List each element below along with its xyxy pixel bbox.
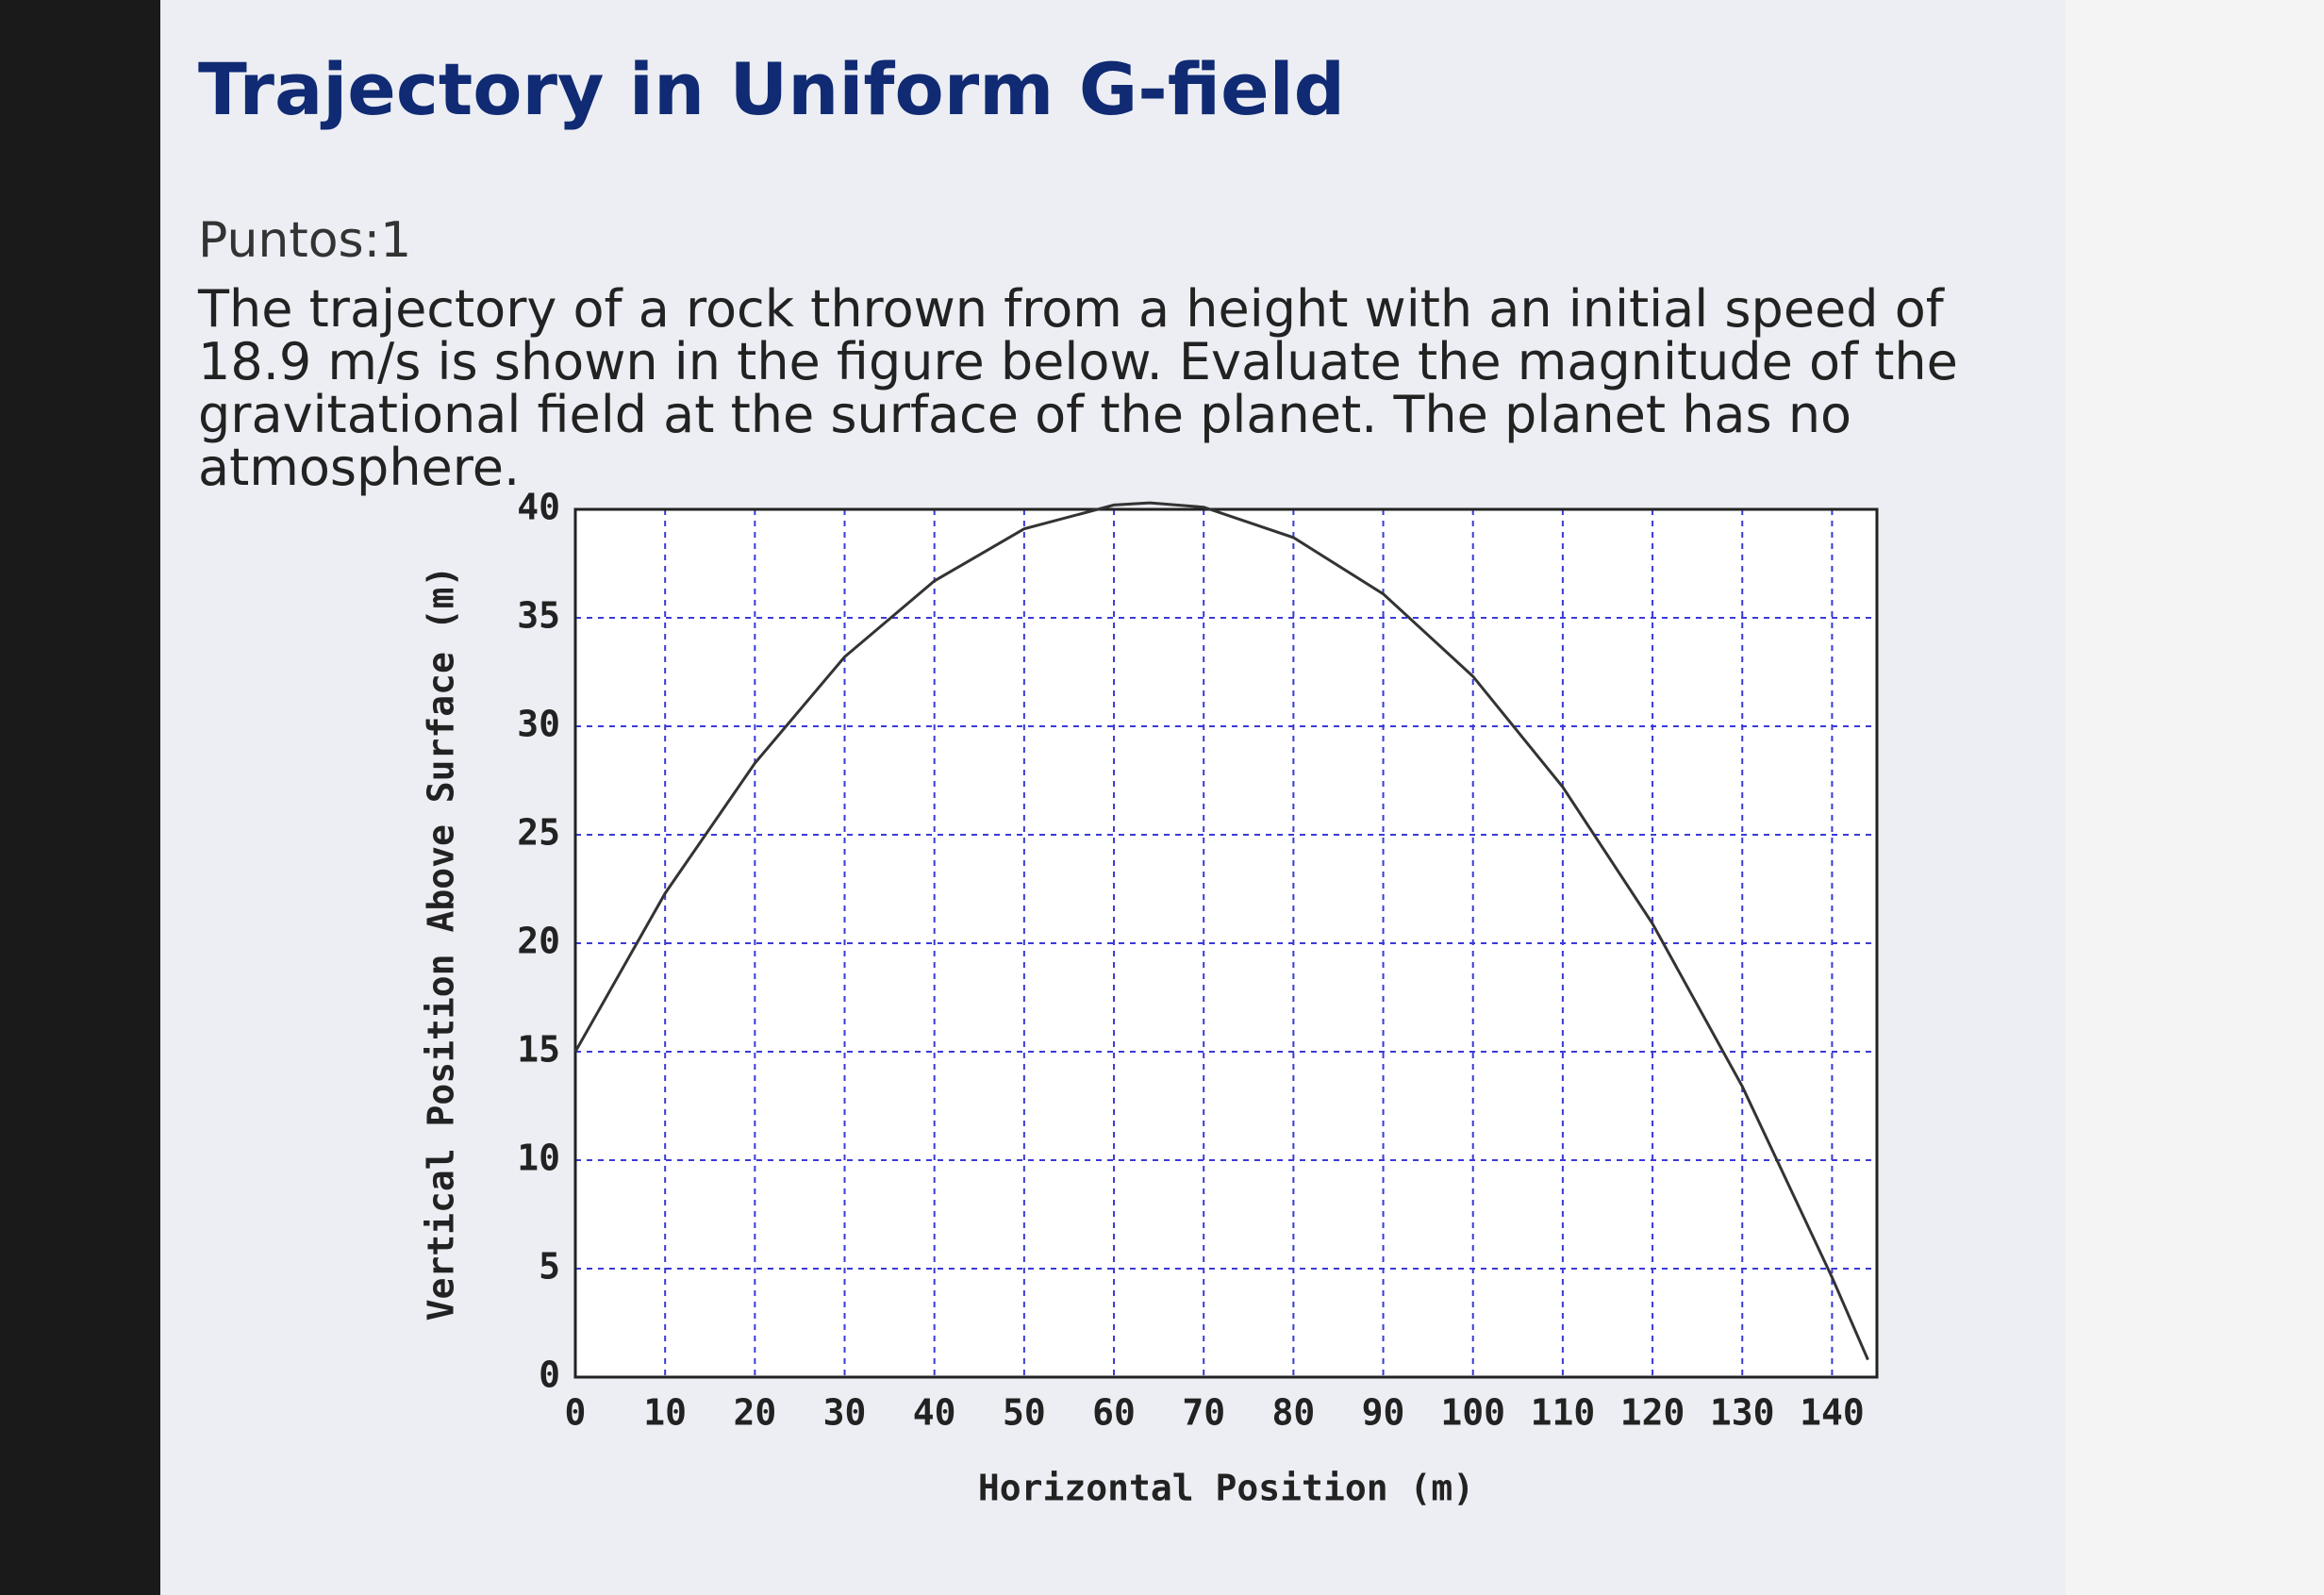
chart: Horizontal Position (m) Vertical Positio…	[421, 487, 1879, 1509]
side-panel	[2066, 0, 2324, 1595]
question: The trajectory of a rock thrown from a h…	[198, 279, 1958, 497]
y-tick-label: 35	[517, 595, 560, 637]
y-tick-label: 40	[517, 487, 560, 528]
x-tick-label: 140	[1800, 1392, 1865, 1434]
x-tick-label: 130	[1710, 1392, 1775, 1434]
trajectory-line	[573, 501, 1869, 1361]
y-axis-title: Vertical Position Above Surface (m)	[421, 566, 462, 1321]
title: Trajectory in Uniform G-field	[198, 47, 1346, 131]
y-tick-label: 30	[517, 704, 560, 745]
points: Puntos:1	[198, 212, 412, 269]
x-tick-label: 70	[1182, 1392, 1225, 1434]
x-tick-label: 50	[1003, 1392, 1046, 1434]
x-tick-label: 120	[1620, 1392, 1685, 1434]
screen: Trajectory in Uniform G-field Puntos:1 T…	[160, 0, 2066, 1595]
y-tick-label: 0	[539, 1354, 560, 1396]
x-tick-label: 80	[1271, 1392, 1315, 1434]
x-tick-label: 30	[823, 1392, 867, 1434]
x-tick-label: 0	[565, 1392, 587, 1434]
x-tick-label: 60	[1092, 1392, 1136, 1434]
y-tick-label: 15	[517, 1029, 560, 1071]
x-tick-label: 90	[1362, 1392, 1405, 1434]
plot-frame	[573, 507, 1879, 1379]
x-tick-label: 10	[643, 1392, 687, 1434]
x-tick-label: 40	[913, 1392, 956, 1434]
y-tick-label: 25	[517, 812, 560, 854]
x-tick-label: 110	[1531, 1392, 1596, 1434]
x-axis-title: Horizontal Position (m)	[978, 1468, 1474, 1509]
x-tick-label: 100	[1440, 1392, 1505, 1434]
y-tick-label: 20	[517, 921, 560, 962]
y-tick-label: 5	[539, 1246, 560, 1288]
y-tick-label: 10	[517, 1138, 560, 1179]
x-tick-label: 20	[733, 1392, 776, 1434]
